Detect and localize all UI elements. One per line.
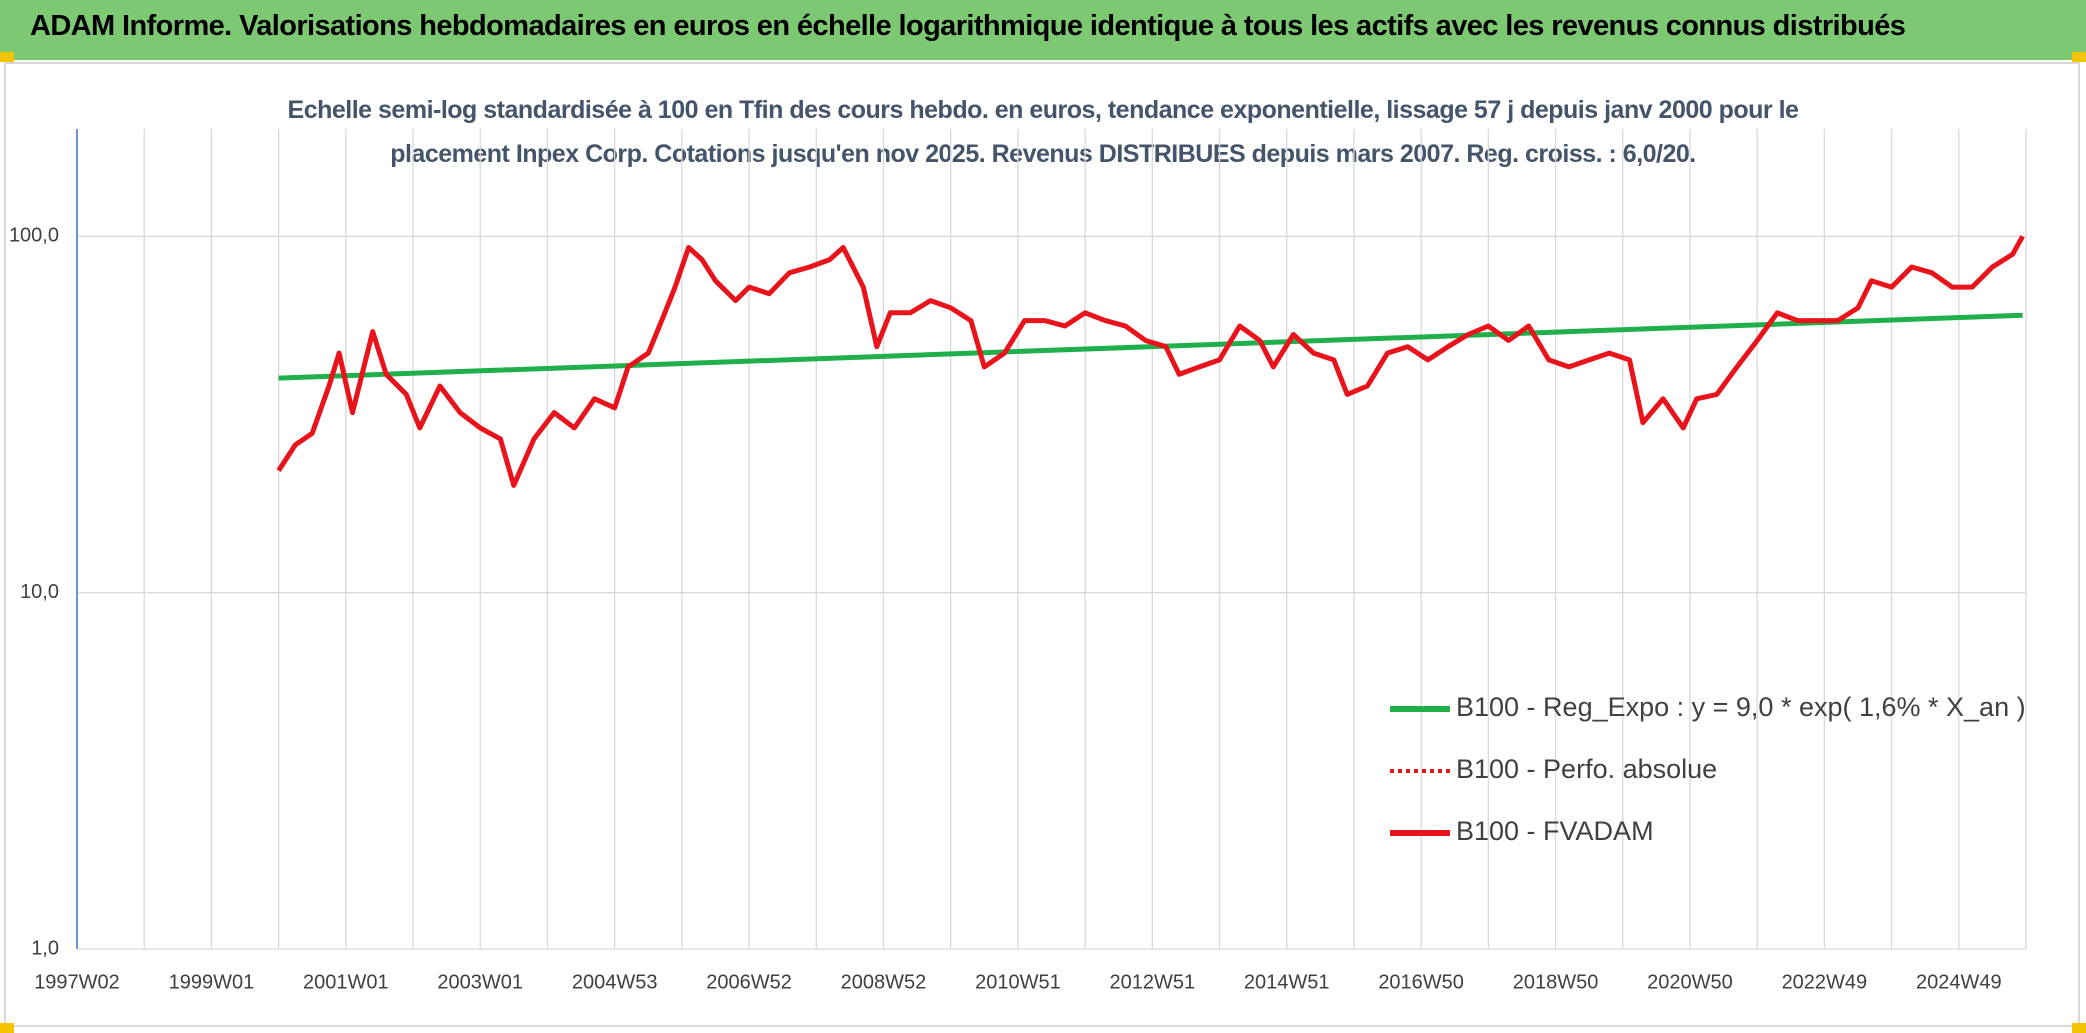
x-tick-label: 2020W50 [1647,971,1733,993]
chart-subtitle: Echelle semi-log standardisée à 100 en T… [287,96,1799,168]
x-tick-label: 2014W51 [1244,971,1330,993]
legend-label: B100 - FVADAM [1456,816,1654,846]
legend-label: B100 - Perfo. absolue [1456,754,1717,784]
series-line [278,312,2023,381]
title-bar [0,0,2086,60]
y-tick-label: 1,0 [31,937,59,959]
x-tick-label: 2012W51 [1109,971,1195,993]
x-tick-label: 2008W52 [841,971,927,993]
chart-frame [4,62,2080,1027]
x-tick-label: 2006W52 [706,971,792,993]
y-tick-label: 10,0 [20,581,59,603]
x-tick-label: 2022W49 [1782,971,1868,993]
x-tick-label: 2001W01 [303,971,389,993]
x-tick-label: 2016W50 [1378,971,1464,993]
x-tick-label: 2004W53 [572,971,658,993]
corner-marker [2072,52,2086,62]
x-tick-label: 2010W51 [975,971,1061,993]
x-tick-label: 2024W49 [1916,971,2002,993]
corner-marker [2072,1023,2086,1033]
legend-label: B100 - Reg_Expo : y = 9,0 * exp( 1,6% * … [1456,692,2026,722]
x-tick-label: 2003W01 [437,971,523,993]
x-tick-label: 1999W01 [169,971,255,993]
y-tick-label: 100,0 [9,225,59,247]
corner-marker [0,52,14,62]
x-tick-label: 1997W02 [34,971,120,993]
page-title: ADAM Informe. Valorisations hebdomadaire… [30,10,1906,42]
x-tick-label: 2018W50 [1513,971,1599,993]
corner-marker [0,1023,14,1033]
series-line [276,235,2025,488]
